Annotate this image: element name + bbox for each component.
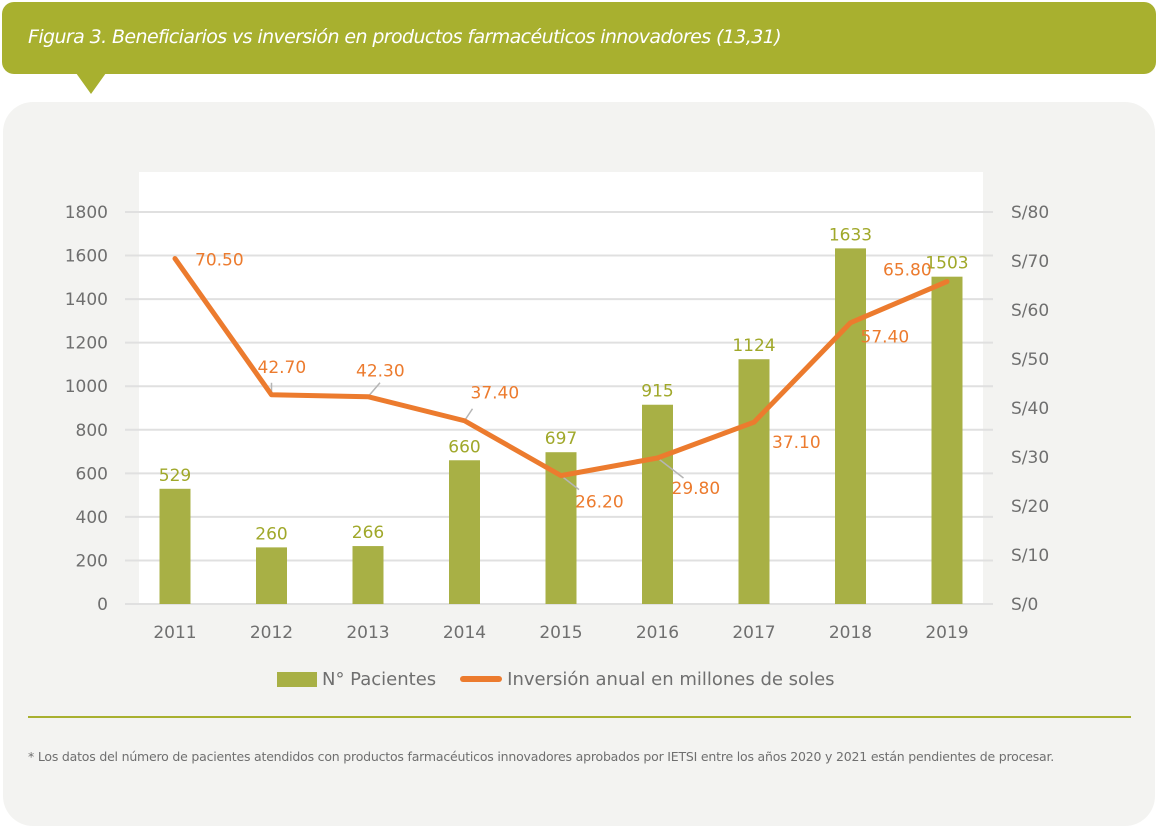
right-tick-label: S/0 [1011,595,1038,615]
left-tick-label: 1200 [65,334,108,354]
leader-line [657,457,684,479]
x-tick-label: 2014 [443,623,486,643]
line-data-label: 37.10 [772,433,821,453]
left-tick-label: 800 [76,421,108,441]
right-tick-label: S/30 [1011,448,1049,468]
left-tick-label: 1000 [65,377,108,397]
right-tick-label: S/40 [1011,399,1049,419]
investment-line [172,256,950,479]
left-tick-label: 400 [76,508,108,528]
bar [159,488,191,604]
bar-data-label: 1503 [925,254,968,274]
bar-data-label: 660 [448,437,480,457]
bar-data-label: 266 [352,523,384,543]
left-tick-label: 200 [76,551,108,571]
leader-line [560,475,580,491]
bar [738,359,770,604]
x-tick-label: 2017 [732,623,775,643]
right-tick-label: S/80 [1011,203,1049,223]
bar-data-labels: 529 260 266 660 697 915 1124 1633 1503 [159,225,969,544]
x-tick-label: 2013 [346,623,389,643]
figure-title: Figura 3. Beneficiarios vs inversión en … [28,26,782,48]
bar-series [159,248,963,604]
right-tick-label: S/60 [1011,301,1049,321]
bar-data-label: 260 [255,524,287,544]
bar-data-label: 1633 [829,225,872,245]
bar-data-label: 697 [545,429,577,449]
left-tick-label: 1600 [65,247,108,267]
legend-label-patients: N° Pacientes [322,668,437,690]
line-series [172,256,950,479]
legend-swatch-line [460,676,503,682]
legend: N° Pacientes Inversión anual en millones… [277,668,835,690]
line-data-label: 26.20 [575,493,624,513]
right-tick-label: S/50 [1011,350,1049,370]
x-tick-label: 2015 [539,623,582,643]
right-tick-label: S/70 [1011,252,1049,272]
line-data-label: 37.40 [471,384,520,404]
left-tick-label: 1400 [65,290,108,310]
bar-data-label: 529 [159,466,191,486]
bar [256,547,287,604]
line-data-label: 29.80 [672,479,721,499]
left-tick-label: 600 [76,464,108,484]
x-axis: 2011 2012 2013 2014 2015 2016 2017 2018 2019 [153,623,968,643]
left-axis: 0 200 400 600 800 1000 1200 1400 1600 1800 [65,203,108,615]
bar [835,248,866,604]
x-tick-label: 2016 [636,623,679,643]
line-data-label: 42.30 [356,362,405,382]
bar-data-label: 1124 [732,336,775,356]
right-tick-label: S/10 [1011,546,1049,566]
right-axis: S/0 S/10 S/20 S/30 S/40 S/50 S/60 S/70 S/80 [1011,203,1049,615]
right-tick-label: S/20 [1011,497,1049,517]
legend-label-investment: Inversión anual en millones de soles [507,668,835,690]
x-tick-label: 2019 [925,623,968,643]
bar [642,404,673,604]
left-tick-label: 1800 [65,203,108,223]
legend-swatch-bar [277,671,317,687]
line-data-label: 57.40 [861,328,910,348]
line-data-labels: 70.50 42.70 42.30 37.40 26.20 29.80 37.10 57.40… [195,251,932,513]
footnote: * Los datos del número de pacientes aten… [28,749,1055,764]
x-tick-label: 2012 [250,623,293,643]
line-data-label: 42.70 [258,358,307,378]
line-data-label: 65.80 [883,261,932,281]
figure-header: Figura 3. Beneficiarios vs inversión en … [2,2,1156,74]
left-tick-label: 0 [97,595,108,615]
header-pointer [76,73,106,94]
x-tick-label: 2018 [829,623,872,643]
bar [449,460,480,604]
x-tick-label: 2011 [153,623,196,643]
bar-data-label: 915 [641,382,673,402]
line-data-label: 70.50 [195,251,244,271]
leader-line [367,382,381,398]
footnote-divider [28,716,1131,718]
bar [352,546,384,604]
bar [931,276,963,604]
